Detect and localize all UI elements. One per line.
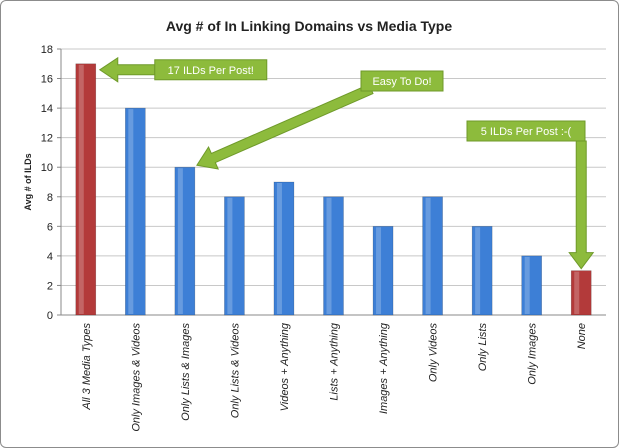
chart-title: Avg # of In Linking Domains vs Media Typ… bbox=[166, 18, 452, 34]
y-tick-label: 16 bbox=[41, 74, 53, 86]
y-tick-label: 8 bbox=[47, 192, 53, 204]
x-axis-labels: All 3 Media Types Only Images & Videos Onl… bbox=[81, 322, 588, 432]
x-tick-label: Only Lists bbox=[477, 323, 489, 372]
callout-box bbox=[360, 70, 444, 92]
callout-text: 5 ILDs Per Post :-( bbox=[481, 126, 572, 138]
annotations: 17 ILDs Per Post! Easy To Do! 5 ILDs Per P… bbox=[98, 56, 595, 270]
y-axis-label: Avg # of ILDs bbox=[23, 153, 33, 210]
bar-highlight bbox=[574, 271, 580, 314]
callout-box bbox=[466, 120, 586, 142]
y-tick-label: 6 bbox=[47, 221, 53, 233]
y-tick-label: 18 bbox=[41, 44, 53, 56]
bar bbox=[521, 255, 542, 316]
callout-text: Easy To Do! bbox=[372, 76, 431, 88]
bar-highlight bbox=[326, 197, 332, 314]
bar-highlight bbox=[524, 256, 530, 314]
callout-arrow bbox=[196, 83, 374, 170]
bar bbox=[174, 166, 196, 316]
callout-arrow bbox=[568, 140, 595, 270]
x-tick-label: All 3 Media Types bbox=[81, 323, 93, 411]
bar bbox=[323, 196, 344, 316]
y-tick-label: 4 bbox=[47, 251, 53, 263]
bar-highlight bbox=[475, 227, 481, 314]
y-tick-label: 0 bbox=[47, 310, 53, 322]
bar bbox=[273, 181, 295, 316]
bar-highlight bbox=[227, 197, 233, 314]
x-tick-label: Only Lists & Images bbox=[180, 323, 192, 421]
x-tick-label: None bbox=[576, 323, 588, 349]
callout-text: 17 ILDs Per Post! bbox=[168, 65, 254, 77]
bar bbox=[224, 196, 245, 316]
bar-highlight bbox=[276, 183, 282, 314]
bar bbox=[372, 226, 394, 316]
bar-highlight bbox=[78, 64, 84, 315]
y-axis-ticks: 0 2 4 6 8 10 12 14 16 18 bbox=[41, 44, 606, 322]
bar bbox=[570, 270, 592, 316]
bar bbox=[125, 107, 146, 316]
x-tick-label: Videos + Anything bbox=[279, 322, 291, 411]
bar-highlight bbox=[177, 168, 183, 314]
y-tick-label: 12 bbox=[41, 133, 53, 145]
y-tick-label: 10 bbox=[41, 162, 53, 174]
bar-highlight bbox=[376, 227, 382, 314]
x-tick-label: Only Images bbox=[527, 323, 539, 385]
y-tick-label: 14 bbox=[41, 103, 53, 115]
bar bbox=[75, 63, 97, 316]
callout-box bbox=[154, 59, 268, 81]
y-tick-label: 2 bbox=[47, 280, 53, 292]
bar bbox=[422, 196, 443, 316]
x-tick-label: Only Lists & Videos bbox=[229, 323, 241, 419]
bar bbox=[471, 226, 493, 316]
x-tick-label: Only Images & Videos bbox=[130, 323, 142, 432]
bars bbox=[75, 63, 592, 316]
x-tick-label: Lists + Anything bbox=[329, 322, 341, 400]
x-tick-label: Only Videos bbox=[428, 323, 440, 383]
bar-highlight bbox=[425, 197, 431, 314]
bar-highlight bbox=[128, 109, 134, 314]
x-tick-label: Images + Anything bbox=[378, 322, 390, 414]
